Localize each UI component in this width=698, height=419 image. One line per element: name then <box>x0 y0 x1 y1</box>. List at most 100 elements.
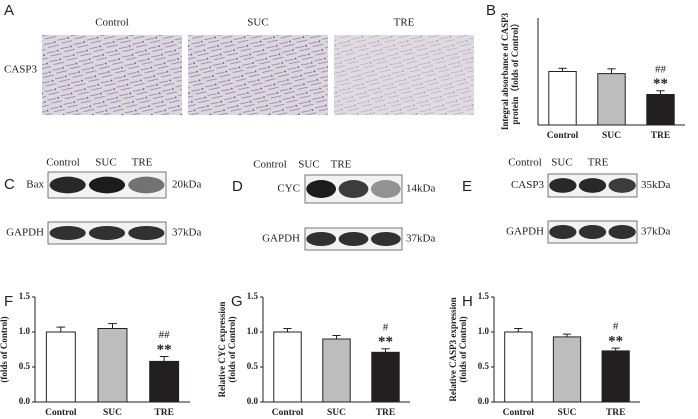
x-tick-label: Control <box>45 408 77 418</box>
lane-label: TRE <box>132 157 153 169</box>
x-tick-label: SUC <box>557 408 576 418</box>
blot-band <box>370 180 401 198</box>
blot-band <box>88 225 126 241</box>
y-tick-label: 1.0 <box>247 326 259 336</box>
bar <box>597 73 626 126</box>
lane-label: SUC <box>298 159 319 171</box>
bar <box>322 338 351 403</box>
charts: B Integral absorbance of CASP3 protein（fol… <box>0 2 685 418</box>
y-tick-label: 0.5 <box>19 361 31 371</box>
band-label: GAPDH <box>6 227 44 239</box>
blot-band <box>306 231 337 247</box>
band-size: 37kDa <box>172 227 201 239</box>
bar <box>646 94 675 126</box>
blot-band <box>608 178 636 193</box>
micrograph <box>334 35 474 115</box>
blot-band <box>49 176 86 194</box>
bar <box>97 328 128 403</box>
lane-label: SUC <box>551 157 572 169</box>
bar <box>273 331 302 403</box>
blot-band <box>128 176 165 194</box>
blot-band <box>306 180 337 198</box>
panel-letter: G <box>231 293 243 310</box>
x-tick-label: TRE <box>154 408 174 418</box>
bar <box>371 351 400 403</box>
blot-band <box>578 224 607 240</box>
significance-mark: ** <box>653 76 668 92</box>
row-label: CASP3 <box>4 64 38 76</box>
significance-mark: ** <box>378 334 393 350</box>
y-tick-label: 1.0 <box>19 326 31 336</box>
significance-mark: ## <box>655 63 667 75</box>
blot-band <box>88 176 126 194</box>
bar <box>149 360 180 403</box>
x-tick-label: TRE <box>606 408 626 418</box>
band-size: 35kDa <box>641 179 670 191</box>
band-label: GAPDH <box>262 233 300 245</box>
lane-label: SUC <box>95 157 116 169</box>
y-tick-label: 0.0 <box>19 396 31 406</box>
blot-band <box>608 224 636 240</box>
blot-band <box>128 225 165 241</box>
significance-mark: # <box>613 321 619 333</box>
blot-band <box>549 178 577 193</box>
lane-label: Control <box>253 159 287 171</box>
y-axis-label: Integral absorbance of CASP3 <box>500 12 510 130</box>
bar <box>552 336 582 403</box>
significance-mark: ## <box>159 329 171 341</box>
x-tick-label: SUC <box>103 408 122 418</box>
x-tick-label: SUC <box>602 131 621 141</box>
y-tick-label: 0.5 <box>478 361 490 371</box>
bar <box>601 350 630 403</box>
panel-letter: B <box>486 2 496 19</box>
y-tick-label: 1.5 <box>478 291 490 301</box>
band-label: Bax <box>26 179 44 191</box>
blot-band <box>338 231 369 247</box>
panel-letter: F <box>4 293 13 310</box>
lane-label: Control <box>508 157 542 169</box>
x-tick-label: Control <box>547 131 579 141</box>
group-label: Control <box>95 17 129 29</box>
y-axis-label: Relative CASP3 expression <box>448 297 458 401</box>
blot-band <box>578 178 607 193</box>
micrograph <box>188 35 328 115</box>
blot-band <box>49 225 86 241</box>
panel-letter: E <box>462 178 472 195</box>
blot-band <box>370 231 401 247</box>
panel-letter: H <box>462 293 473 310</box>
blots: C Control SUC TRE Bax 20kDa GAPDH 37kDa D Control… <box>4 157 670 251</box>
significance-mark: ** <box>608 334 623 350</box>
y-tick-label: 0.0 <box>247 396 259 406</box>
bar <box>45 331 76 403</box>
y-tick-label: 1.5 <box>247 291 259 301</box>
y-axis-label: protein（folds of Control） <box>510 18 520 124</box>
significance-mark: # <box>383 321 389 333</box>
y-axis-label: Relative CYC expression <box>217 302 227 398</box>
y-tick-label: 0.0 <box>478 396 490 406</box>
y-axis-label: (folds of Control) <box>227 316 237 382</box>
band-size: 37kDa <box>406 233 435 245</box>
y-tick-label: 0.5 <box>247 361 259 371</box>
lane-label: TRE <box>588 157 609 169</box>
band-label: GAPDH <box>506 226 544 238</box>
group-label: TRE <box>394 17 415 29</box>
significance-mark: ** <box>157 342 172 358</box>
y-tick-label: 1.5 <box>19 291 31 301</box>
bar <box>504 331 533 403</box>
micrograph <box>42 35 182 115</box>
y-tick-label: 1.0 <box>478 326 490 336</box>
x-tick-label: Control <box>272 408 304 418</box>
panel-letter: A <box>4 2 14 19</box>
group-label: SUC <box>247 17 268 29</box>
y-axis-label: (folds of Control) <box>458 316 468 382</box>
lane-label: TRE <box>331 159 352 171</box>
micrographs <box>42 35 474 115</box>
x-tick-label: TRE <box>651 131 671 141</box>
x-tick-label: TRE <box>376 408 396 418</box>
panel-letter: D <box>232 178 243 195</box>
bar <box>548 71 577 126</box>
panel-letter: C <box>4 176 15 193</box>
x-tick-label: SUC <box>327 408 346 418</box>
